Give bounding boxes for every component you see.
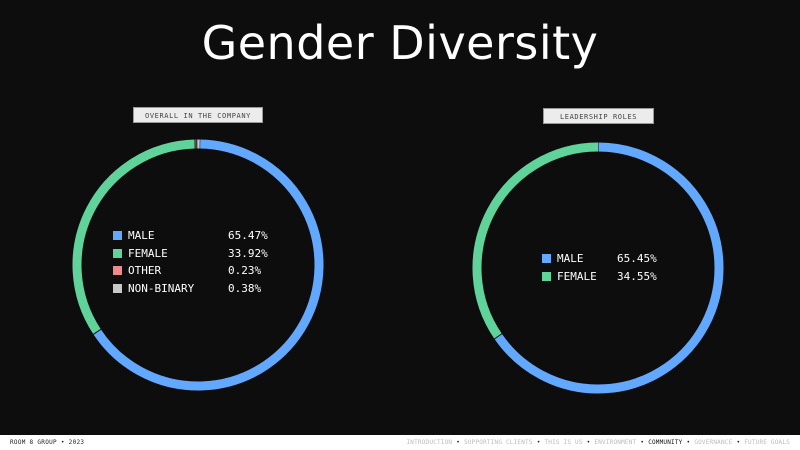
legend-swatch xyxy=(113,231,122,241)
donut-slice-male xyxy=(494,142,724,394)
legend-label: NON-BINARY xyxy=(128,281,195,295)
footer-nav-introduction[interactable]: INTRODUCTION xyxy=(406,439,453,446)
legend-item-non-binary: NON-BINARY 0.38% xyxy=(113,280,268,298)
footer-brand: ROOM 8 GROUP • 2023 xyxy=(10,439,85,446)
legend-swatch xyxy=(113,248,122,258)
legend-label: MALE xyxy=(557,252,584,266)
slice-separator xyxy=(493,333,503,340)
legend-item-female: FEMALE 34.55% xyxy=(542,268,657,286)
footer-bar: ROOM 8 GROUP • 2023 INTRODUCTION • SUPPORT… xyxy=(0,435,800,450)
donut-slice-female xyxy=(472,142,599,339)
chart-label-overall: OVERALL IN THE COMPANY xyxy=(133,107,263,123)
slice-separator xyxy=(92,328,102,335)
legend-label: FEMALE xyxy=(128,246,168,260)
nav-separator: • xyxy=(686,439,691,446)
legend-item-other: OTHER 0.23% xyxy=(113,262,268,280)
legend-swatch xyxy=(113,283,122,293)
legend-value: 65.47% xyxy=(228,229,268,243)
legend-label: OTHER xyxy=(128,264,162,278)
footer-nav-this-is-us[interactable]: THIS IS US xyxy=(544,439,583,446)
legend-item-male: MALE 65.45% xyxy=(542,250,657,268)
donut-slice-female xyxy=(72,139,196,335)
nav-separator: • xyxy=(536,439,541,446)
nav-separator: • xyxy=(586,439,591,446)
legend-swatch xyxy=(542,254,551,264)
footer-nav-governance[interactable]: GOVERNANCE xyxy=(694,439,733,446)
legend-swatch xyxy=(542,271,551,281)
nav-separator: • xyxy=(736,439,741,446)
legend-item-male: MALE 65.47% xyxy=(113,227,268,245)
legend-value: 65.45% xyxy=(617,252,657,266)
page-title: Gender Diversity xyxy=(201,16,599,70)
legend-value: 0.38% xyxy=(228,281,262,295)
legend-swatch xyxy=(113,266,122,276)
footer-nav-environment[interactable]: ENVIRONMENT xyxy=(594,439,637,446)
legend-leadership: MALE 65.45% FEMALE 34.55% xyxy=(542,250,657,285)
footer-nav-supporting-clients[interactable]: SUPPORTING CLIENTS xyxy=(464,439,533,446)
legend-label: MALE xyxy=(128,229,155,243)
legend-value: 0.23% xyxy=(228,264,262,278)
legend-item-female: FEMALE 33.92% xyxy=(113,245,268,263)
nav-separator: • xyxy=(456,439,461,446)
legend-value: 34.55% xyxy=(617,269,657,283)
legend-label: FEMALE xyxy=(557,269,597,283)
footer-nav-community[interactable]: COMMUNITY xyxy=(648,439,683,446)
footer-nav-future-goals[interactable]: FUTURE GOALS xyxy=(744,439,790,446)
nav-separator: • xyxy=(640,439,645,446)
footer-nav: INTRODUCTION • SUPPORTING CLIENTS • THIS IS … xyxy=(407,439,791,446)
legend-value: 33.92% xyxy=(228,246,268,260)
legend-overall: MALE 65.47% FEMALE 33.92% OTHER 0.23% NON-BINA… xyxy=(113,227,268,297)
donut-slice-male xyxy=(93,139,324,391)
chart-label-leadership: LEADERSHIP ROLES xyxy=(543,108,654,124)
